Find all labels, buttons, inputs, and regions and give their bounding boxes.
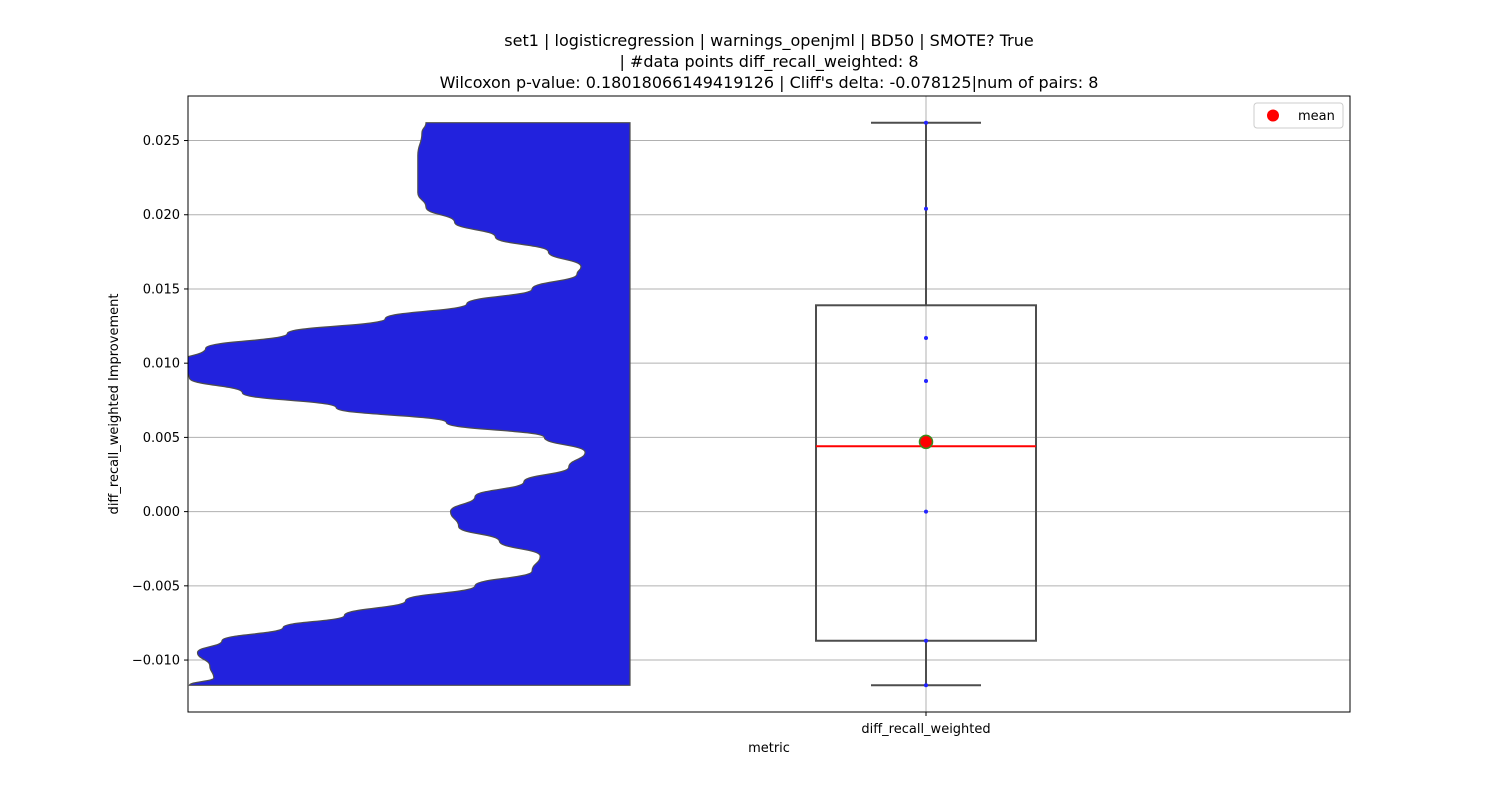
x-axis-label: metric xyxy=(748,741,790,756)
mean-marker xyxy=(918,434,934,450)
legend-mean-label: mean xyxy=(1298,109,1335,124)
legend-box xyxy=(1253,102,1344,129)
y-tick-label: −0.005 xyxy=(132,579,180,594)
violin-body xyxy=(188,122,631,686)
data-point xyxy=(924,638,928,643)
y-axis-ticks: −0.010 −0.005 0.000 0.005 0.010 0.015 0.020 0.0… xyxy=(132,134,188,669)
y-tick-label: −0.010 xyxy=(132,654,180,669)
data-point xyxy=(924,683,928,688)
violin xyxy=(188,122,631,686)
data-point xyxy=(924,335,928,340)
y-axis-label: diff_recall_weighted Improvement xyxy=(107,294,122,515)
chart-title-line-1: set1 | logisticregression | warnings_ope… xyxy=(504,31,1033,51)
x-tick-label: diff_recall_weighted xyxy=(861,722,990,737)
y-tick-label: 0.000 xyxy=(143,505,180,520)
plot-area-frame xyxy=(187,95,1351,713)
data-point xyxy=(924,378,928,383)
y-tick-label: 0.010 xyxy=(143,357,180,372)
data-point xyxy=(924,120,928,125)
x-axis-ticks: diff_recall_weighted xyxy=(861,712,991,737)
y-tick-label: 0.015 xyxy=(143,282,180,297)
data-points xyxy=(918,120,934,688)
y-tick-label: 0.025 xyxy=(143,134,180,149)
data-point xyxy=(924,509,928,514)
y-tick-label: 0.005 xyxy=(143,431,180,446)
data-point xyxy=(924,206,928,211)
legend: mean xyxy=(1253,102,1344,129)
chart-title-line-3: Wilcoxon p-value: 0.18018066149419126 | … xyxy=(440,73,1099,92)
legend-mean-marker xyxy=(1267,109,1279,122)
chart-title-line-2: | #data points diff_recall_weighted: 8 xyxy=(619,52,918,72)
y-tick-label: 0.020 xyxy=(143,208,180,223)
